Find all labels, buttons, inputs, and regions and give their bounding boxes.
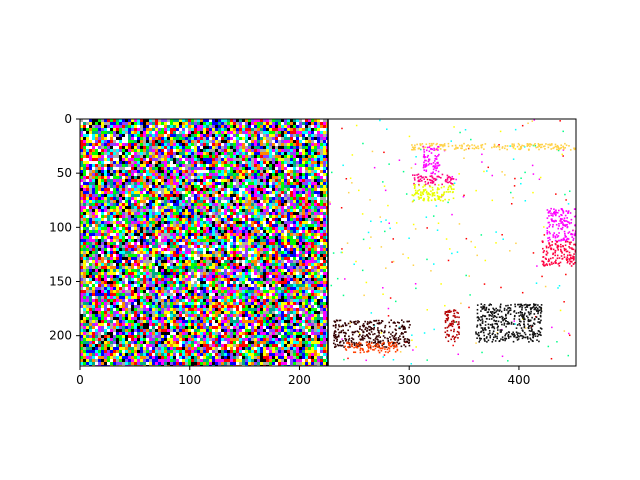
y-tick-label: 100 bbox=[49, 220, 72, 234]
x-tick-label: 100 bbox=[178, 373, 201, 387]
y-tick-label: 50 bbox=[57, 166, 72, 180]
sparse-panel-right bbox=[328, 119, 576, 366]
pixel-cluster bbox=[541, 240, 576, 267]
x-tick-label: 400 bbox=[507, 373, 530, 387]
pixel-cluster bbox=[444, 309, 461, 343]
pixel-cluster bbox=[411, 142, 576, 151]
pixel-cluster bbox=[411, 184, 455, 202]
y-axis: 0 50 100 150 200 bbox=[49, 112, 80, 343]
axes-frame bbox=[79, 118, 577, 367]
y-tick-label: 200 bbox=[49, 329, 72, 343]
plot-area bbox=[80, 119, 576, 366]
x-tick-label: 200 bbox=[288, 373, 311, 387]
y-tick-label: 0 bbox=[64, 112, 72, 126]
x-tick-label: 0 bbox=[76, 373, 84, 387]
pixel-cluster bbox=[475, 303, 543, 343]
pixel-cluster bbox=[422, 145, 441, 175]
noise-panel-left bbox=[80, 119, 329, 366]
x-tick-label: 300 bbox=[398, 373, 421, 387]
x-axis: 0 100 200 300 400 bbox=[76, 366, 530, 387]
pixel-cluster bbox=[412, 173, 455, 186]
pixel-cluster bbox=[546, 207, 576, 242]
pixel-cluster bbox=[344, 341, 399, 354]
y-tick-label: 150 bbox=[49, 275, 72, 289]
